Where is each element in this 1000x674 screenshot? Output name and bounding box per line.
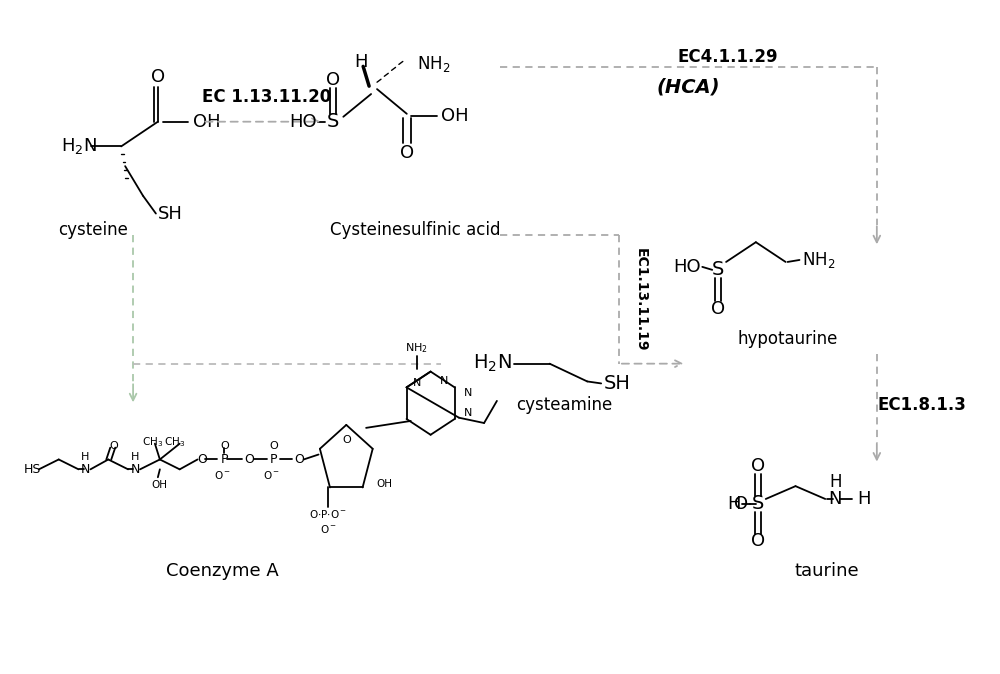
Text: N: N bbox=[130, 463, 140, 476]
Text: O: O bbox=[734, 495, 748, 513]
Text: H: H bbox=[829, 473, 841, 491]
Text: O: O bbox=[711, 301, 725, 318]
Text: N: N bbox=[464, 408, 472, 418]
Text: $\mathregular{O^-}$: $\mathregular{O^-}$ bbox=[214, 469, 231, 481]
Text: OH: OH bbox=[193, 113, 220, 131]
Text: O: O bbox=[151, 68, 165, 86]
Text: HO: HO bbox=[674, 258, 701, 276]
Text: Coenzyme A: Coenzyme A bbox=[166, 562, 279, 580]
Text: O: O bbox=[342, 435, 351, 445]
Text: O: O bbox=[751, 458, 765, 475]
Text: H: H bbox=[727, 495, 741, 513]
Text: EC1.8.1.3: EC1.8.1.3 bbox=[877, 396, 966, 414]
Text: $\mathregular{H_2N}$: $\mathregular{H_2N}$ bbox=[473, 353, 512, 374]
Text: EC 1.13.11.20: EC 1.13.11.20 bbox=[202, 88, 332, 106]
Text: P: P bbox=[270, 453, 278, 466]
Text: H: H bbox=[81, 452, 90, 462]
Text: SH: SH bbox=[604, 374, 631, 393]
Text: HS: HS bbox=[24, 463, 41, 476]
Text: N: N bbox=[413, 378, 421, 388]
Text: OH: OH bbox=[441, 106, 468, 125]
Text: H: H bbox=[131, 452, 139, 462]
Text: P: P bbox=[221, 453, 228, 466]
Text: $\mathregular{CH_3}$: $\mathregular{CH_3}$ bbox=[164, 435, 185, 449]
Text: $\mathregular{CH_3}$: $\mathregular{CH_3}$ bbox=[142, 435, 164, 449]
Text: cysteamine: cysteamine bbox=[516, 396, 613, 414]
Text: cysteine: cysteine bbox=[58, 221, 128, 239]
Text: S: S bbox=[327, 112, 340, 131]
Text: $\mathregular{H_2N}$: $\mathregular{H_2N}$ bbox=[61, 136, 97, 156]
Text: O: O bbox=[220, 441, 229, 451]
Text: N: N bbox=[81, 463, 90, 476]
Text: taurine: taurine bbox=[795, 562, 860, 580]
Text: Cysteinesulfinic acid: Cysteinesulfinic acid bbox=[330, 221, 501, 239]
Text: O: O bbox=[326, 71, 340, 89]
Text: S: S bbox=[752, 495, 764, 514]
Text: O: O bbox=[751, 532, 765, 551]
Text: $\mathregular{O^-}$: $\mathregular{O^-}$ bbox=[320, 522, 337, 534]
Text: N: N bbox=[440, 377, 449, 386]
Text: EC1.13.11.19: EC1.13.11.19 bbox=[634, 248, 648, 351]
Text: (HCA): (HCA) bbox=[657, 78, 720, 96]
Text: O: O bbox=[244, 453, 254, 466]
Text: hypotaurine: hypotaurine bbox=[737, 330, 838, 348]
Text: O: O bbox=[294, 453, 304, 466]
Text: HO: HO bbox=[289, 113, 317, 131]
Text: $\mathregular{O^-}$: $\mathregular{O^-}$ bbox=[263, 469, 280, 481]
Text: N: N bbox=[464, 388, 472, 398]
Text: SH: SH bbox=[158, 204, 183, 222]
Text: $\mathregular{NH_2}$: $\mathregular{NH_2}$ bbox=[417, 55, 450, 74]
Text: S: S bbox=[712, 260, 724, 279]
Text: H: H bbox=[857, 490, 871, 508]
Text: $\mathregular{NH_2}$: $\mathregular{NH_2}$ bbox=[405, 341, 428, 355]
Text: O: O bbox=[400, 144, 414, 162]
Text: N: N bbox=[828, 490, 842, 508]
Text: H: H bbox=[354, 53, 368, 71]
Text: $\mathregular{O{\cdot}P{\cdot}O^-}$: $\mathregular{O{\cdot}P{\cdot}O^-}$ bbox=[309, 508, 347, 520]
Text: O: O bbox=[270, 441, 278, 451]
Text: O: O bbox=[198, 453, 207, 466]
Text: $\mathregular{NH_2}$: $\mathregular{NH_2}$ bbox=[802, 250, 836, 270]
Text: O: O bbox=[109, 441, 118, 451]
Text: EC4.1.1.29: EC4.1.1.29 bbox=[678, 49, 778, 67]
Text: OH: OH bbox=[152, 480, 168, 490]
Text: OH: OH bbox=[376, 479, 392, 489]
